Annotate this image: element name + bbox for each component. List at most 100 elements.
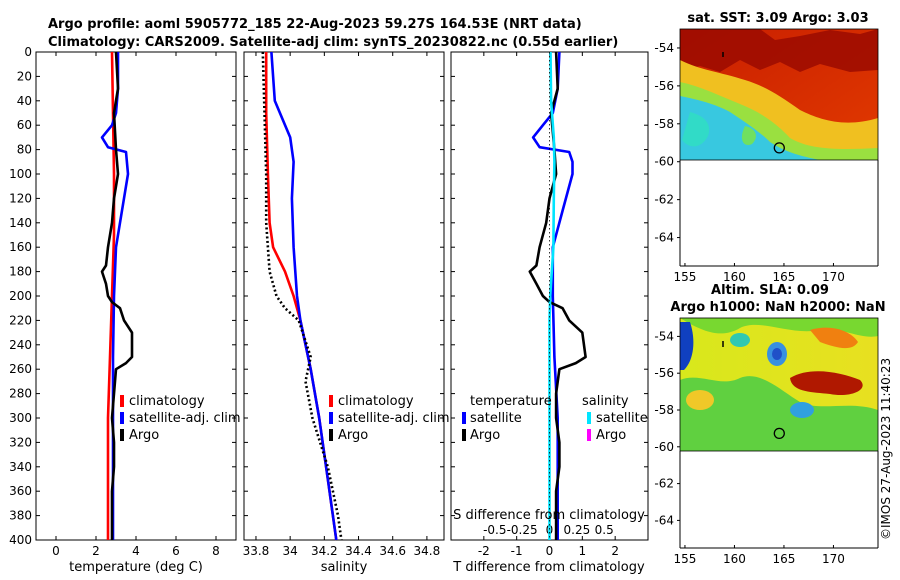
- difference-legend-temperature: temperature satellite Argo: [462, 394, 552, 443]
- x-tick-label: 4: [132, 544, 140, 558]
- sla-red-patch: [790, 371, 863, 396]
- salinity-difference-tick-label: -0.5: [483, 523, 506, 537]
- y-tick-label: 300: [9, 411, 32, 425]
- sst-map-panel: sat. SST: 3.09 Argo: 3.03 -54 -56 -58 -60 -6…: [654, 11, 879, 284]
- sla-map-panel: Altim. SLA: 0.09 Argo h1000: NaN h2000: …: [654, 283, 885, 566]
- x-tick-label: 34.4: [345, 544, 372, 558]
- legend-swatch-satellite: [329, 412, 333, 424]
- temperature-series: [100, 51, 134, 540]
- salinity-panel: 33.8 34 34.2 34.4 34.6 34.8 salinity climatol…: [243, 51, 450, 575]
- map-y-tick-label: -64: [654, 231, 674, 245]
- sst-map-title: sat. SST: 3.09 Argo: 3.03: [687, 11, 868, 26]
- sst-float-marker: [773, 142, 785, 154]
- sla-green-top: [680, 318, 878, 337]
- legend-swatch-temp-satellite: [462, 412, 466, 424]
- legend-label-sal-satellite: satellite: [596, 411, 648, 426]
- y-tick-label: 60: [17, 118, 32, 132]
- salinity-difference-tick-label: -0.25: [507, 523, 538, 537]
- y-tick-label: 40: [17, 94, 32, 108]
- salinity-y-ticks: [244, 51, 444, 541]
- difference-panel: -2 -1 0 1 2 -0.5 -0.25 0 0.25 0.5 S difference f…: [450, 51, 649, 575]
- legend-label-climatology: climatology: [129, 394, 205, 409]
- salinity-difference-tick-label: 0.25: [564, 523, 591, 537]
- sla-map-frame: [679, 317, 879, 452]
- x-tick-label: 34.6: [379, 544, 406, 558]
- map-x-tick-label: 165: [772, 270, 795, 284]
- legend-label-satellite: satellite-adj. clim: [338, 411, 450, 426]
- y-tick-label: 160: [9, 240, 32, 254]
- map-y-tick-label: -58: [654, 403, 674, 417]
- legend-label-argo: Argo: [338, 428, 368, 443]
- legend-title-temperature: temperature: [470, 394, 552, 409]
- temperature-difference-label: T difference from climatology: [452, 560, 645, 575]
- map-y-tick-label: -56: [654, 79, 674, 93]
- legend-title-salinity: salinity: [582, 394, 629, 409]
- y-tick-label: 260: [9, 362, 32, 376]
- y-tick-label: 100: [9, 167, 32, 181]
- y-tick-label: 0: [24, 45, 32, 59]
- sla-heatmap: [680, 318, 878, 451]
- x-tick-label: -2: [478, 544, 490, 558]
- salinity-x-ticks: 33.8 34 34.2 34.4 34.6 34.8: [243, 52, 440, 558]
- map-x-tick-label: 170: [822, 270, 845, 284]
- copyright-text: ©IMOS 27-Aug-2023 11:40:23: [879, 358, 893, 540]
- y-tick-label: 140: [9, 216, 32, 230]
- sla-blue-eddy-core: [772, 348, 782, 360]
- sla-map-title: Altim. SLA: 0.09: [711, 283, 829, 298]
- temperature-axes-frame: [35, 51, 237, 541]
- header-title-line2: Climatology: CARS2009. Satellite-adj cli…: [48, 35, 618, 50]
- map-y-tick-label: -62: [654, 477, 674, 491]
- map-y-tick-label: -64: [654, 513, 674, 527]
- legend-swatch-climatology: [329, 395, 333, 407]
- legend-swatch-argo: [329, 429, 333, 441]
- y-tick-label: 400: [9, 533, 32, 547]
- y-tick-label: 340: [9, 460, 32, 474]
- legend-label-temp-argo: Argo: [470, 428, 500, 443]
- series-line-satellite-adj-clim: [270, 51, 338, 541]
- x-tick-label: 2: [92, 544, 100, 558]
- y-tick-label: 240: [9, 338, 32, 352]
- difference-series: [528, 51, 587, 540]
- salinity-x-label: salinity: [321, 560, 368, 575]
- map-x-tick-label: 170: [822, 552, 845, 566]
- map-x-tick-label: 160: [723, 552, 746, 566]
- sla-blue-left: [680, 322, 694, 370]
- sla-green-bottom: [680, 376, 878, 451]
- x-tick-label: 2: [611, 544, 619, 558]
- y-tick-label: 80: [17, 143, 32, 157]
- map-y-tick-label: -54: [654, 329, 674, 343]
- x-tick-label: -1: [511, 544, 523, 558]
- legend-label-argo: Argo: [129, 428, 159, 443]
- x-tick-label: 8: [212, 544, 220, 558]
- y-tick-label: 220: [9, 313, 32, 327]
- sla-teal-patch: [730, 333, 750, 347]
- sla-x-ticks: 155 160 165 170: [673, 545, 845, 566]
- sst-heatmap: [680, 29, 878, 160]
- map-y-tick-label: -60: [654, 155, 674, 169]
- map-y-tick-label: -62: [654, 193, 674, 207]
- legend-label-satellite: satellite-adj. clim: [129, 411, 241, 426]
- salinity-difference-tick-label: 0.5: [595, 523, 614, 537]
- map-y-tick-label: -56: [654, 366, 674, 380]
- sla-float-marker: [773, 427, 785, 440]
- x-tick-label: 34.2: [311, 544, 338, 558]
- difference-y-ticks: [451, 51, 648, 541]
- y-tick-label: 360: [9, 484, 32, 498]
- temperature-panel: 0204060801001201401601802002202402602803…: [9, 45, 241, 575]
- sst-y-ticks: -54 -56 -58 -60 -62 -64: [654, 41, 680, 245]
- legend-swatch-climatology: [120, 395, 124, 407]
- y-tick-label: 280: [9, 387, 32, 401]
- sst-map-frame: [679, 28, 879, 161]
- legend-swatch-temp-argo: [462, 429, 466, 441]
- series-line-argo: [100, 51, 134, 540]
- sla-yellow-patch: [686, 390, 714, 410]
- legend-swatch-sal-argo: [587, 429, 591, 441]
- legend-swatch-sal-satellite: [587, 412, 591, 424]
- map-x-tick-label: 160: [723, 270, 746, 284]
- difference-legend-salinity: salinity satellite Argo: [582, 394, 648, 443]
- legend-swatch-satellite: [120, 412, 124, 424]
- map-x-tick-label: 155: [673, 552, 696, 566]
- y-tick-label: 320: [9, 435, 32, 449]
- legend-label-temp-satellite: satellite: [470, 411, 522, 426]
